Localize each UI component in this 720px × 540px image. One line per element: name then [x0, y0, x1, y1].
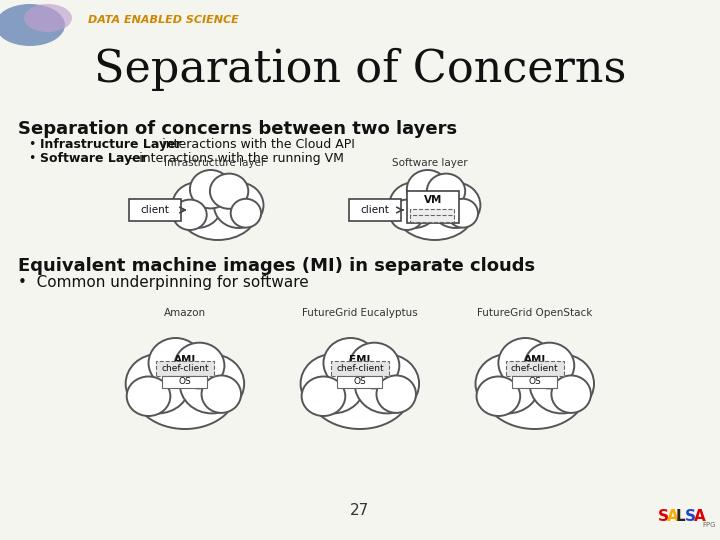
Text: FPG: FPG — [703, 522, 716, 528]
Ellipse shape — [498, 338, 552, 388]
Text: chef-client: chef-client — [336, 364, 384, 373]
Ellipse shape — [477, 376, 521, 416]
Ellipse shape — [355, 354, 419, 414]
Text: FutureGrid OpenStack: FutureGrid OpenStack — [477, 308, 593, 318]
Text: S: S — [657, 509, 669, 524]
Ellipse shape — [427, 173, 465, 209]
Ellipse shape — [0, 4, 65, 46]
Text: – interactions with the running VM: – interactions with the running VM — [125, 152, 344, 165]
Ellipse shape — [483, 351, 587, 429]
Ellipse shape — [552, 375, 591, 413]
Text: – interactions with the Cloud API: – interactions with the Cloud API — [148, 138, 355, 151]
FancyBboxPatch shape — [156, 361, 214, 376]
Ellipse shape — [148, 338, 202, 388]
Ellipse shape — [24, 4, 72, 32]
Text: •: • — [28, 152, 35, 165]
FancyBboxPatch shape — [410, 208, 454, 217]
FancyBboxPatch shape — [338, 375, 382, 388]
FancyBboxPatch shape — [129, 199, 181, 221]
Text: Separation of concerns between two layers: Separation of concerns between two layer… — [18, 120, 457, 138]
Text: Software Layer: Software Layer — [40, 152, 147, 165]
Text: OS: OS — [528, 377, 541, 386]
Text: •: • — [28, 138, 35, 151]
Text: client: client — [361, 205, 390, 215]
Ellipse shape — [448, 199, 478, 227]
Text: 27: 27 — [350, 503, 369, 518]
Ellipse shape — [302, 376, 346, 416]
Ellipse shape — [202, 375, 241, 413]
Ellipse shape — [530, 354, 594, 414]
Ellipse shape — [210, 173, 248, 209]
Ellipse shape — [126, 354, 190, 414]
Ellipse shape — [390, 200, 423, 230]
Ellipse shape — [190, 170, 232, 208]
Text: DATA ENABLED SCIENCE: DATA ENABLED SCIENCE — [88, 15, 239, 25]
Text: Separation of Concerns: Separation of Concerns — [94, 48, 626, 91]
Ellipse shape — [300, 354, 365, 414]
FancyBboxPatch shape — [505, 361, 564, 376]
FancyBboxPatch shape — [163, 375, 207, 388]
FancyBboxPatch shape — [407, 191, 459, 223]
Ellipse shape — [377, 375, 416, 413]
Text: A: A — [693, 509, 706, 524]
Ellipse shape — [133, 351, 237, 429]
FancyBboxPatch shape — [410, 215, 454, 222]
Ellipse shape — [308, 351, 412, 429]
Ellipse shape — [390, 183, 438, 228]
Text: VM: VM — [423, 195, 442, 205]
Text: client: client — [140, 205, 169, 215]
Text: chef-client: chef-client — [511, 364, 559, 373]
Text: Equivalent machine images (MI) in separate clouds: Equivalent machine images (MI) in separa… — [18, 257, 535, 275]
FancyBboxPatch shape — [349, 199, 401, 221]
Ellipse shape — [178, 180, 258, 240]
Text: OS: OS — [179, 377, 192, 386]
Text: AMI: AMI — [523, 355, 546, 365]
Ellipse shape — [475, 354, 540, 414]
FancyBboxPatch shape — [331, 361, 389, 376]
Ellipse shape — [172, 183, 222, 228]
Ellipse shape — [214, 183, 264, 228]
Text: Infrastructure layer: Infrastructure layer — [164, 158, 266, 168]
Text: •  Common underpinning for software: • Common underpinning for software — [18, 275, 309, 290]
Text: A: A — [667, 509, 678, 524]
Text: L: L — [675, 509, 685, 524]
Ellipse shape — [395, 180, 474, 240]
Text: Infrastructure Layer: Infrastructure Layer — [40, 138, 181, 151]
Ellipse shape — [431, 183, 480, 228]
Ellipse shape — [180, 354, 244, 414]
Ellipse shape — [349, 343, 400, 388]
Text: Amazon: Amazon — [164, 308, 206, 318]
Text: EMI: EMI — [349, 355, 371, 365]
Text: OS: OS — [354, 377, 366, 386]
Ellipse shape — [524, 343, 575, 388]
Ellipse shape — [174, 343, 225, 388]
Text: chef-client: chef-client — [161, 364, 209, 373]
Ellipse shape — [407, 170, 449, 208]
Text: S: S — [685, 509, 696, 524]
Ellipse shape — [230, 199, 261, 227]
Text: Software layer: Software layer — [392, 158, 467, 168]
Ellipse shape — [127, 376, 171, 416]
Ellipse shape — [173, 200, 207, 230]
FancyBboxPatch shape — [512, 375, 557, 388]
Ellipse shape — [323, 338, 377, 388]
Text: FutureGrid Eucalyptus: FutureGrid Eucalyptus — [302, 308, 418, 318]
Text: AMI: AMI — [174, 355, 196, 365]
